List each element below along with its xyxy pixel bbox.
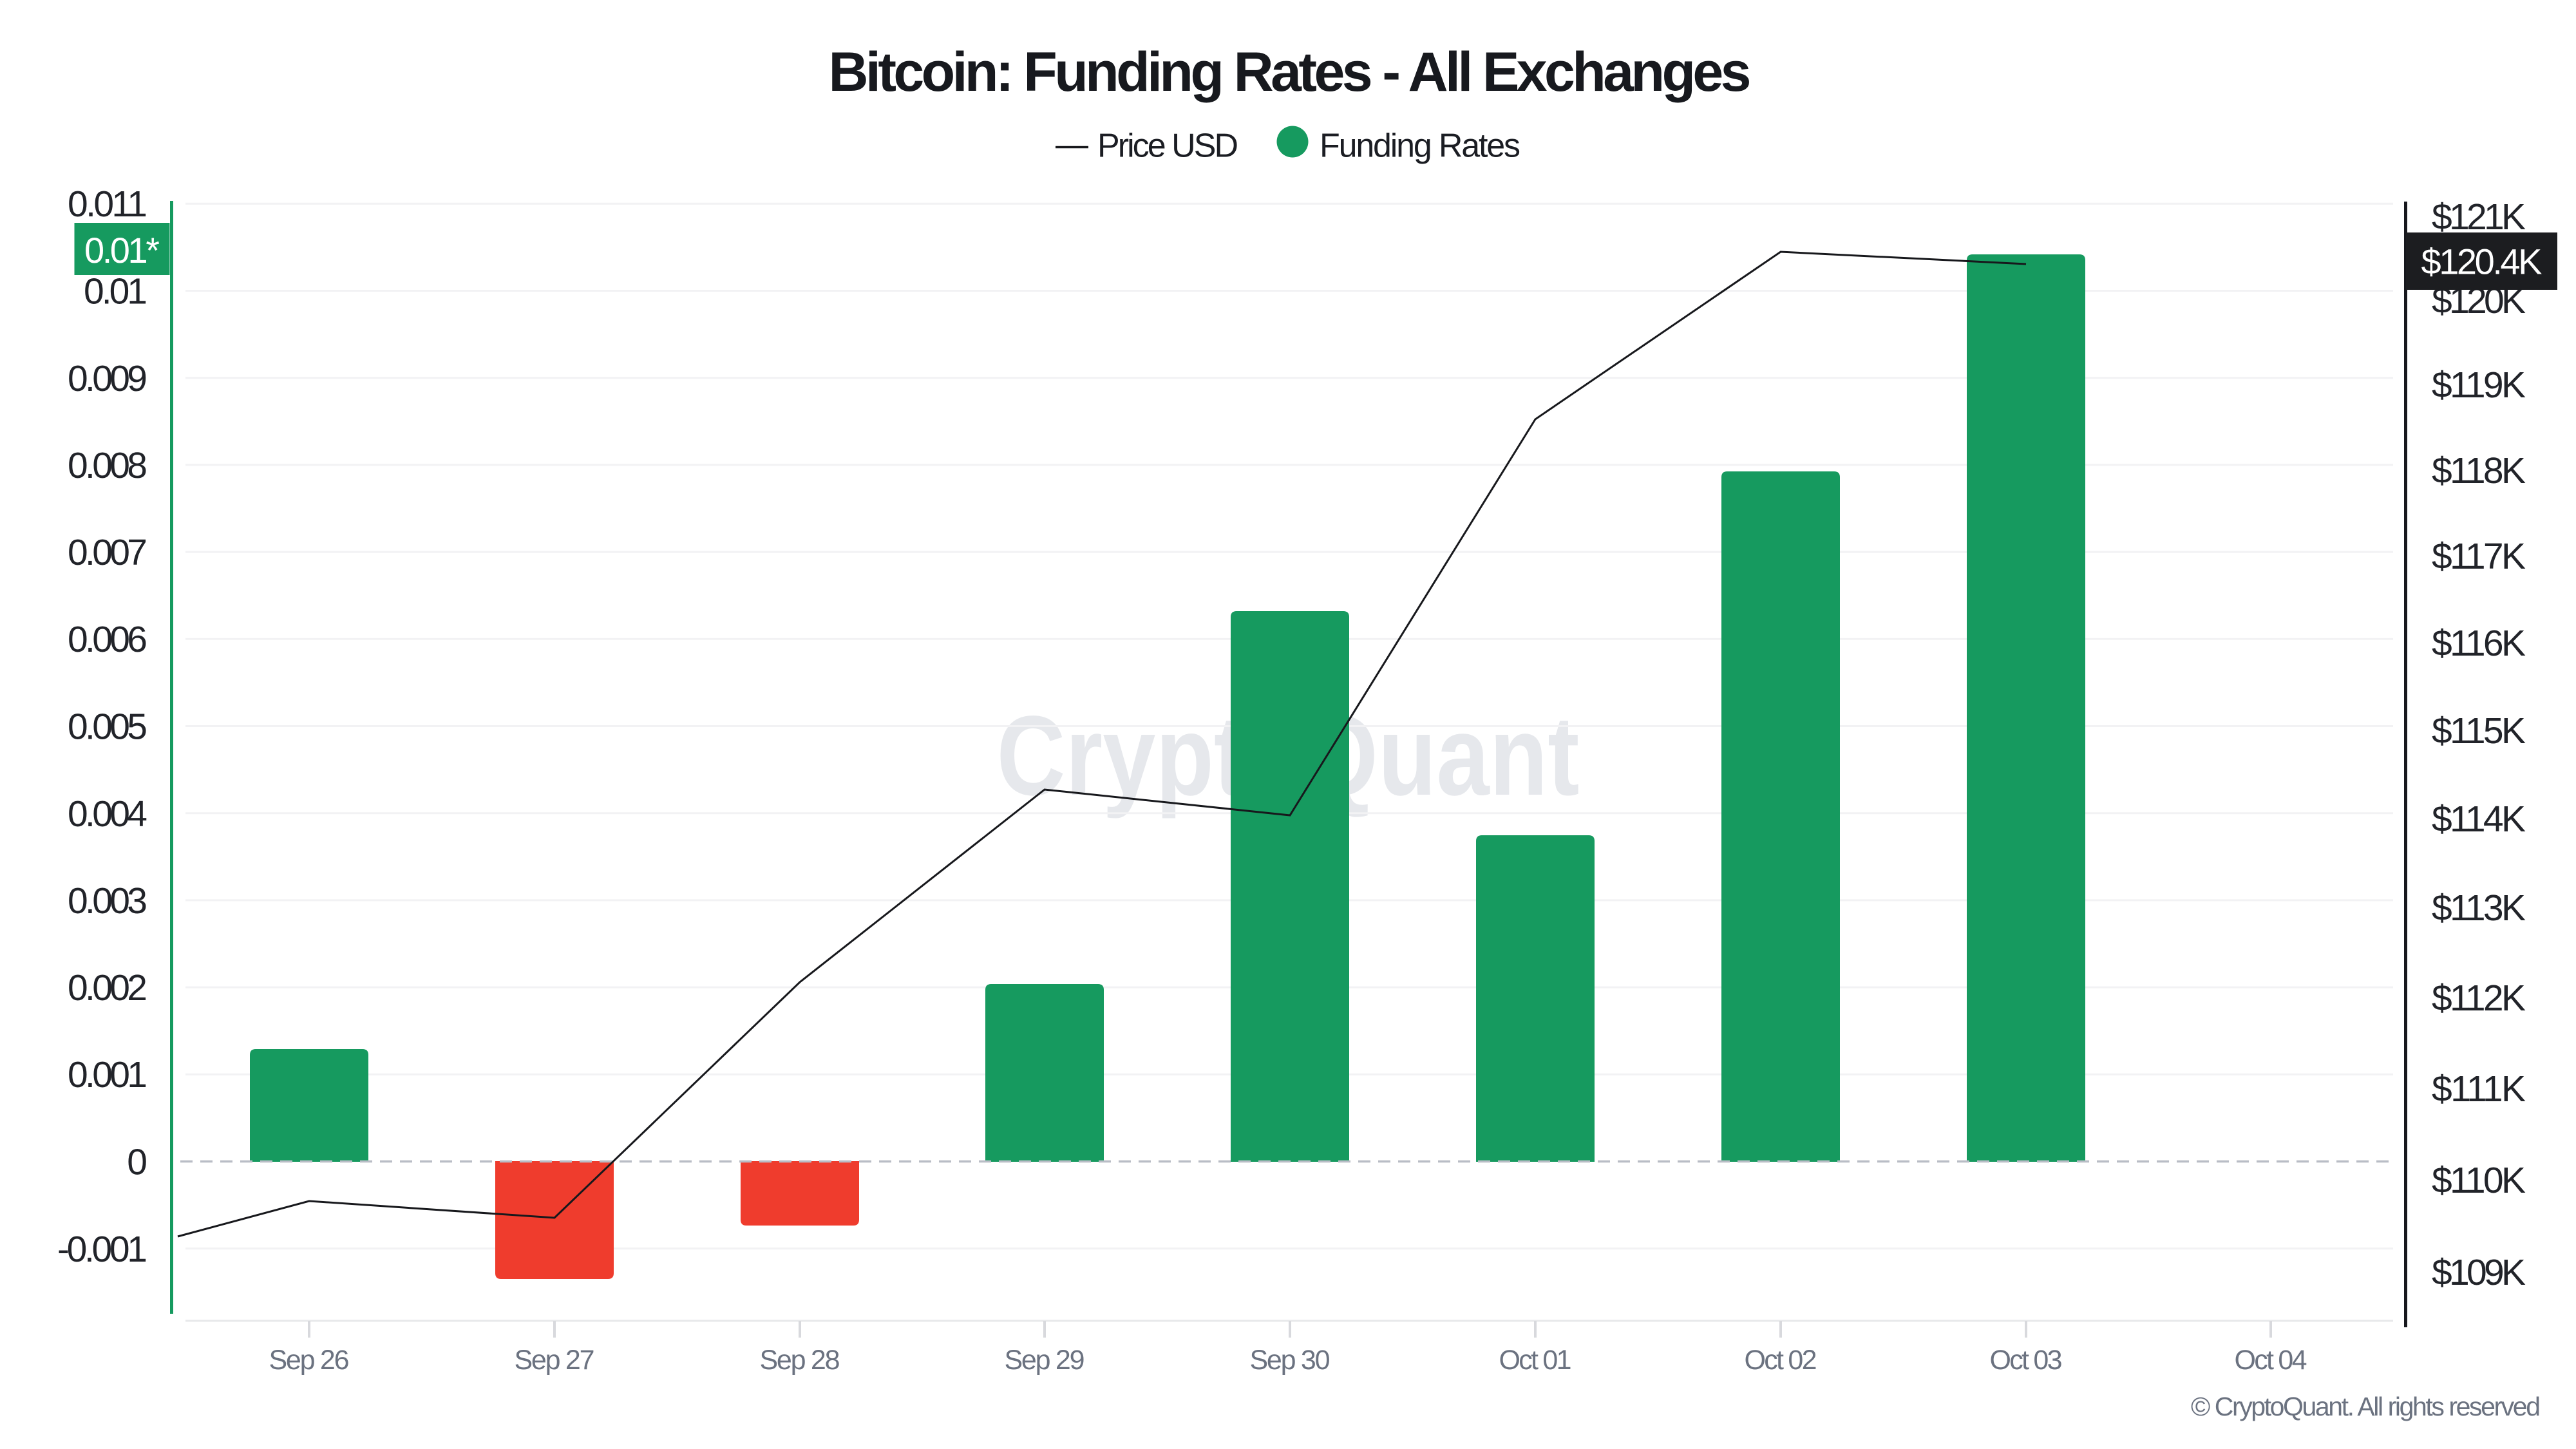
svg-text:$116K: $116K	[2432, 623, 2526, 664]
svg-text:Bitcoin: Funding Rates - All E: Bitcoin: Funding Rates - All Exchanges	[829, 41, 1752, 103]
svg-text:0: 0	[127, 1142, 147, 1183]
svg-text:Sep 28: Sep 28	[760, 1345, 840, 1376]
svg-text:$111K: $111K	[2432, 1068, 2526, 1110]
svg-text:$112K: $112K	[2432, 978, 2526, 1019]
svg-text:0.008: 0.008	[68, 445, 147, 486]
svg-text:© CryptoQuant. All rights rese: © CryptoQuant. All rights reserved	[2191, 1392, 2541, 1421]
svg-text:0.01*: 0.01*	[84, 230, 160, 270]
svg-text:$119K: $119K	[2432, 365, 2526, 406]
svg-text:Oct 03: Oct 03	[1990, 1345, 2063, 1376]
svg-text:$115K: $115K	[2432, 710, 2526, 752]
svg-text:0.01: 0.01	[84, 271, 147, 312]
svg-text:$113K: $113K	[2432, 887, 2526, 929]
svg-text:0.009: 0.009	[68, 358, 147, 399]
svg-text:0.003: 0.003	[68, 880, 147, 922]
svg-text:Sep 30: Sep 30	[1250, 1345, 1331, 1376]
svg-text:-0.001: -0.001	[57, 1229, 147, 1270]
svg-text:0.002: 0.002	[68, 967, 147, 1009]
svg-text:0.004: 0.004	[68, 793, 147, 835]
svg-text:$109K: $109K	[2432, 1252, 2526, 1293]
svg-text:0.007: 0.007	[68, 532, 147, 573]
svg-text:Oct 01: Oct 01	[1499, 1345, 1572, 1376]
svg-text:Sep 26: Sep 26	[269, 1345, 350, 1376]
svg-text:0.005: 0.005	[68, 706, 147, 748]
svg-text:$110K: $110K	[2432, 1160, 2526, 1201]
svg-text:Sep 29: Sep 29	[1005, 1345, 1085, 1376]
svg-text:$114K: $114K	[2432, 799, 2526, 840]
svg-text:$118K: $118K	[2432, 450, 2526, 491]
svg-text:Price USD: Price USD	[1097, 128, 1238, 165]
svg-text:$117K: $117K	[2432, 536, 2526, 577]
svg-text:$120.4K: $120.4K	[2421, 242, 2543, 282]
svg-text:Funding Rates: Funding Rates	[1320, 128, 1520, 165]
svg-text:Oct 04: Oct 04	[2235, 1345, 2307, 1376]
svg-text:0.006: 0.006	[68, 619, 147, 660]
svg-text:0.001: 0.001	[68, 1054, 147, 1095]
svg-text:0.011: 0.011	[68, 184, 147, 225]
svg-text:Oct 02: Oct 02	[1745, 1345, 1817, 1376]
svg-text:$121K: $121K	[2432, 196, 2526, 238]
svg-text:Sep 27: Sep 27	[515, 1345, 595, 1376]
